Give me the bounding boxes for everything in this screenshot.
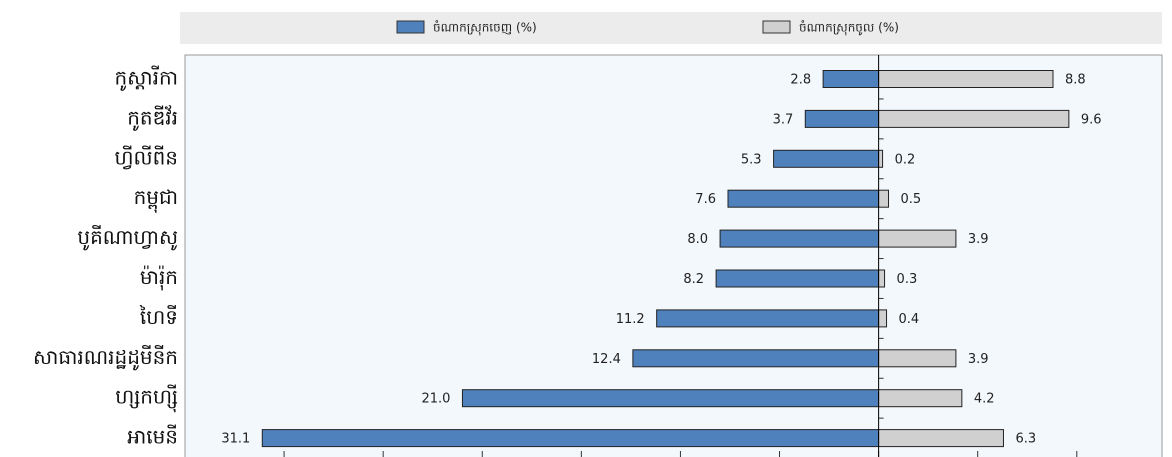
data-label: 4.2 [974, 392, 995, 407]
data-label: 5.3 [741, 152, 762, 167]
bar [461, 389, 880, 408]
bar [878, 149, 884, 168]
category-label: កូតឌីវ័រ [127, 104, 178, 131]
bar [878, 429, 1004, 448]
data-label: 31.1 [221, 432, 250, 447]
bar [656, 309, 880, 328]
data-label: 8.8 [1065, 73, 1086, 88]
data-label: 3.7 [773, 112, 794, 127]
bar [878, 70, 1054, 88]
data-label: 21.0 [421, 392, 450, 407]
data-label: 8.2 [683, 272, 704, 287]
data-label: 2.8 [790, 73, 811, 88]
bar [878, 189, 890, 208]
data-label: 0.5 [901, 192, 922, 207]
data-label: 12.4 [592, 352, 621, 367]
data-label: 3.9 [968, 232, 989, 247]
bar [719, 229, 880, 248]
category-label: បូគីណាហ្វាសូ [77, 224, 178, 251]
bar [822, 70, 880, 88]
category-label: កម្ពុជា [134, 185, 178, 213]
bar [878, 269, 886, 288]
data-label: 3.9 [968, 352, 989, 367]
data-label: 11.2 [616, 312, 645, 327]
data-label: 8.0 [687, 232, 708, 247]
bar [261, 429, 880, 448]
bar [773, 149, 880, 168]
bar [878, 109, 1070, 128]
bar [878, 229, 957, 248]
category-label: អាមេនី [127, 424, 178, 449]
data-label: 0.2 [895, 152, 916, 167]
data-label: 6.3 [1015, 432, 1036, 447]
legend [180, 12, 1162, 44]
category-label: សាធារណរដ្ឋដូមីនីក [33, 344, 178, 371]
bar [632, 349, 880, 368]
bar [878, 389, 963, 408]
category-label: ហៃទី [139, 304, 178, 329]
bar [878, 309, 888, 328]
data-label: 0.4 [899, 312, 920, 327]
category-label: ហ្វីលីពីន [115, 144, 178, 169]
category-label: កូស្តារីកា [115, 65, 178, 92]
bar [727, 189, 880, 208]
data-label: 7.6 [695, 192, 716, 207]
bar [715, 269, 880, 288]
data-label: 0.3 [897, 272, 918, 287]
legend-swatch [396, 20, 425, 34]
legend-swatch [762, 20, 791, 34]
data-label: 9.6 [1081, 112, 1102, 127]
bar [878, 349, 957, 368]
legend-label: ចំណាកស្រុកចេញ (%) [433, 20, 537, 36]
bar [804, 109, 880, 128]
legend-label: ចំណាកស្រុកចូល (%) [799, 20, 899, 36]
category-label: ម៉ារ៉ុក [140, 265, 178, 291]
category-label: ហ្សកហ្ស៊ី [115, 384, 178, 413]
